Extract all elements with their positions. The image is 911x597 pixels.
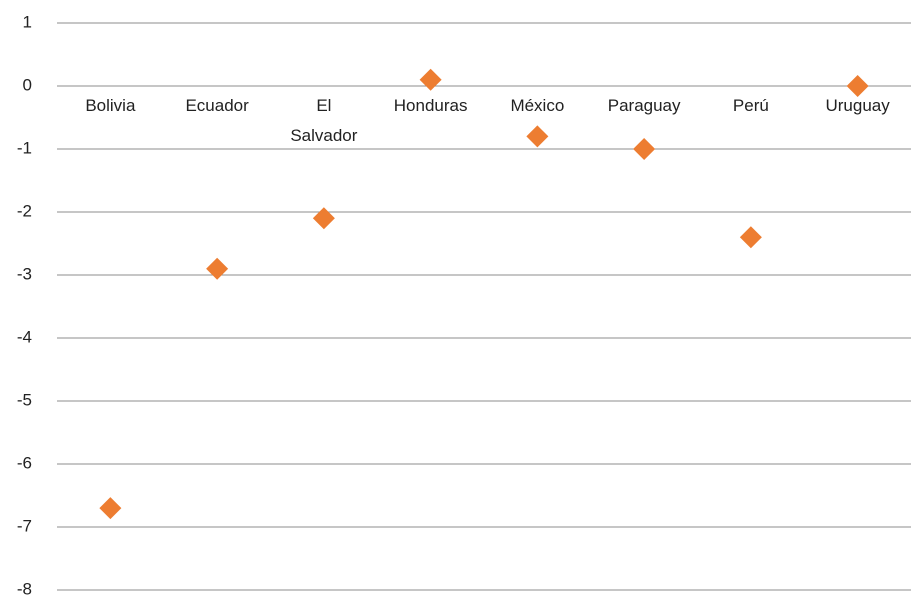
y-tick-label: -6	[17, 453, 32, 472]
y-tick-label: 0	[23, 75, 32, 94]
marker	[633, 138, 656, 160]
x-tick-label: Paraguay	[607, 96, 681, 115]
y-tick-label: -1	[17, 138, 32, 157]
marker	[206, 257, 229, 280]
x-tick-label: Bolivia	[85, 96, 136, 115]
x-tick-label: Perú	[732, 96, 769, 115]
y-tick-label: -5	[17, 390, 32, 409]
x-tick-label: México	[510, 96, 565, 115]
y-tick-label: -3	[17, 264, 32, 283]
marker	[526, 125, 549, 148]
x-tick-label: El Salvador	[290, 96, 358, 145]
y-tick-label: -2	[17, 201, 32, 220]
marker	[99, 497, 122, 520]
y-tick-label: -8	[17, 579, 32, 597]
marker	[846, 75, 869, 97]
y-tick-label: -4	[17, 327, 32, 346]
x-tick-label: Uruguay	[825, 96, 890, 115]
marker	[312, 207, 335, 230]
x-tick-label: Honduras	[393, 96, 468, 115]
marker	[739, 226, 762, 249]
y-tick-label: 1	[23, 12, 32, 31]
y-tick-label: -7	[17, 516, 32, 535]
marker	[419, 68, 442, 91]
x-tick-label: Ecuador	[185, 96, 249, 115]
